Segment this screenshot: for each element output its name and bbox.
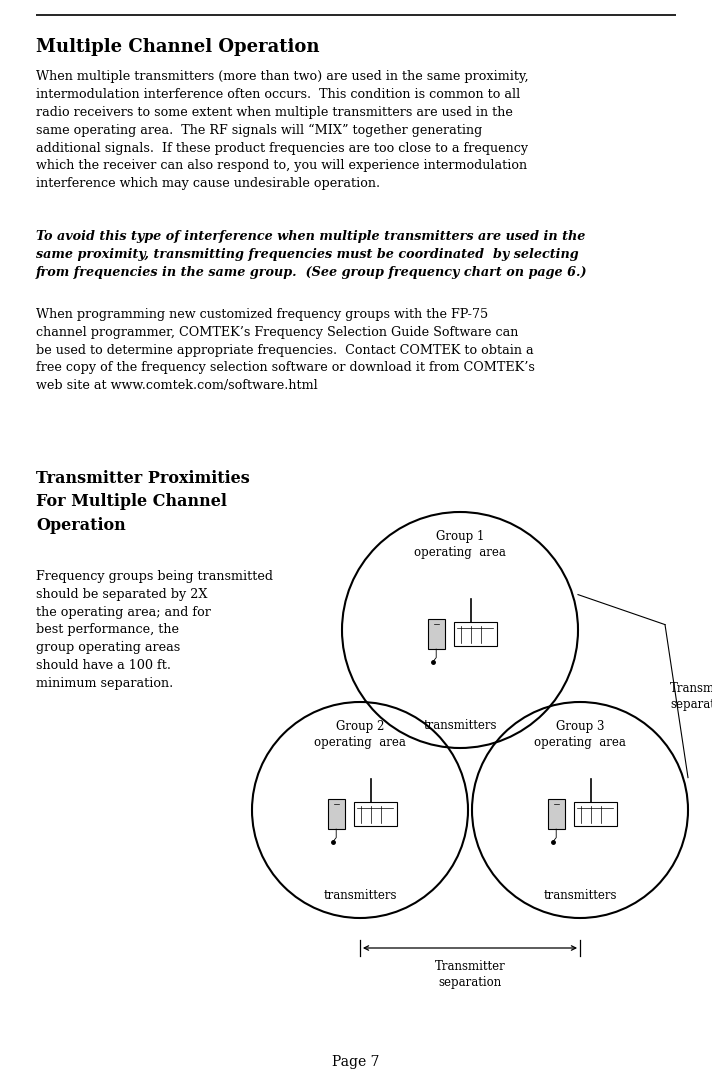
Text: Page 7: Page 7 [333,1055,379,1069]
Text: Multiple Channel Operation: Multiple Channel Operation [36,38,320,56]
FancyBboxPatch shape [454,622,496,646]
Text: Transmitter
separation: Transmitter separation [670,682,712,711]
Text: When programming new customized frequency groups with the FP-75
channel programm: When programming new customized frequenc… [36,308,535,392]
Text: Frequency groups being transmitted
should be separated by 2X
the operating area;: Frequency groups being transmitted shoul… [36,570,273,689]
Text: Transmitter
separation: Transmitter separation [434,960,506,989]
Text: transmitters: transmitters [543,889,617,902]
Text: Group 2
operating  area: Group 2 operating area [314,720,406,749]
Text: Group 3
operating  area: Group 3 operating area [534,720,626,749]
FancyBboxPatch shape [328,799,345,829]
Text: transmitters: transmitters [323,889,397,902]
FancyBboxPatch shape [354,802,397,826]
FancyBboxPatch shape [428,619,445,649]
Text: When multiple transmitters (more than two) are used in the same proximity,
inter: When multiple transmitters (more than tw… [36,70,528,190]
Text: To avoid this type of interference when multiple transmitters are used in the
sa: To avoid this type of interference when … [36,230,587,279]
FancyBboxPatch shape [548,799,565,829]
Text: Transmitter Proximities
For Multiple Channel
Operation: Transmitter Proximities For Multiple Cha… [36,470,250,534]
Text: transmitters: transmitters [423,719,497,732]
FancyBboxPatch shape [574,802,617,826]
Text: Group 1
operating  area: Group 1 operating area [414,530,506,559]
